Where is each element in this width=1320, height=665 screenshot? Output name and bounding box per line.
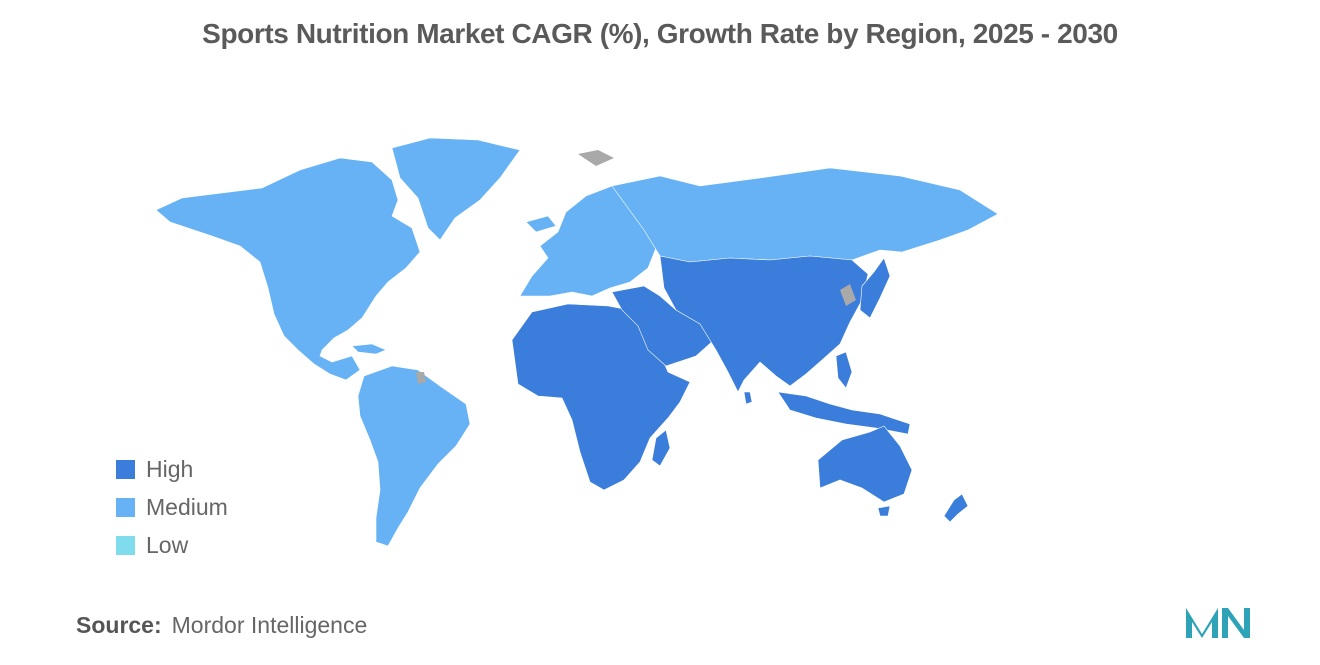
source-text: Mordor Intelligence — [171, 612, 368, 638]
chart-title: Sports Nutrition Market CAGR (%), Growth… — [202, 18, 1118, 49]
legend-label: High — [146, 455, 194, 482]
no-data-area — [416, 372, 426, 384]
region-north-america — [391, 137, 521, 241]
source-note: Source: Mordor Intelligence — [76, 612, 367, 639]
legend-label: Medium — [146, 493, 228, 520]
legend-swatch-low — [116, 535, 135, 555]
no-data-area — [840, 284, 856, 306]
region-europe — [525, 215, 557, 233]
region-asia-pacific — [659, 255, 869, 393]
region-europe — [611, 167, 999, 263]
region-asia-pacific — [943, 493, 969, 523]
region-asia-pacific — [743, 391, 753, 405]
legend-item-high: High — [116, 450, 228, 488]
region-south-america — [357, 365, 471, 547]
legend-swatch-medium — [116, 497, 135, 517]
region-asia-pacific — [859, 257, 891, 319]
legend-item-medium: Medium — [116, 488, 228, 526]
legend-label: Low — [146, 531, 189, 558]
legend-item-low: Low — [116, 526, 228, 564]
region-asia-pacific — [877, 505, 891, 517]
source-label: Source: — [76, 612, 162, 638]
region-north-america — [155, 157, 421, 381]
region-asia-pacific — [817, 425, 913, 503]
logo-shape — [1186, 608, 1218, 638]
region-north-america — [351, 343, 387, 355]
no-data-area — [578, 150, 614, 166]
logo-shape — [1222, 608, 1250, 638]
region-middle-east-and-africa — [511, 303, 691, 491]
region-middle-east-and-africa — [611, 285, 715, 367]
mordor-intelligence-logo-icon — [1186, 608, 1250, 638]
legend: High Medium Low — [116, 450, 228, 564]
region-asia-pacific — [835, 351, 853, 389]
region-asia-pacific — [777, 391, 911, 435]
legend-swatch-high — [116, 459, 135, 479]
region-middle-east-and-africa — [651, 429, 671, 467]
